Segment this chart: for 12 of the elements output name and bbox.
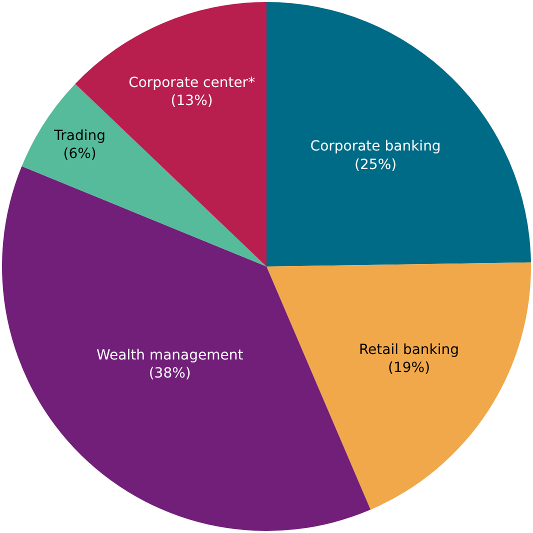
pie-slice bbox=[266, 262, 531, 510]
pie-slice bbox=[266, 2, 531, 266]
data-label: (13%) bbox=[170, 93, 213, 110]
data-label: (38%) bbox=[148, 365, 191, 382]
slice-label: Corporate banking bbox=[310, 138, 441, 155]
slice-label: Trading bbox=[53, 128, 106, 144]
data-label: (25%) bbox=[354, 156, 397, 173]
slice-label: Corporate center* bbox=[128, 74, 256, 91]
data-label: (6%) bbox=[63, 146, 96, 162]
data-label: (19%) bbox=[388, 360, 430, 376]
slice-label: Wealth management bbox=[96, 347, 244, 364]
slice-label: Retail banking bbox=[358, 342, 460, 358]
